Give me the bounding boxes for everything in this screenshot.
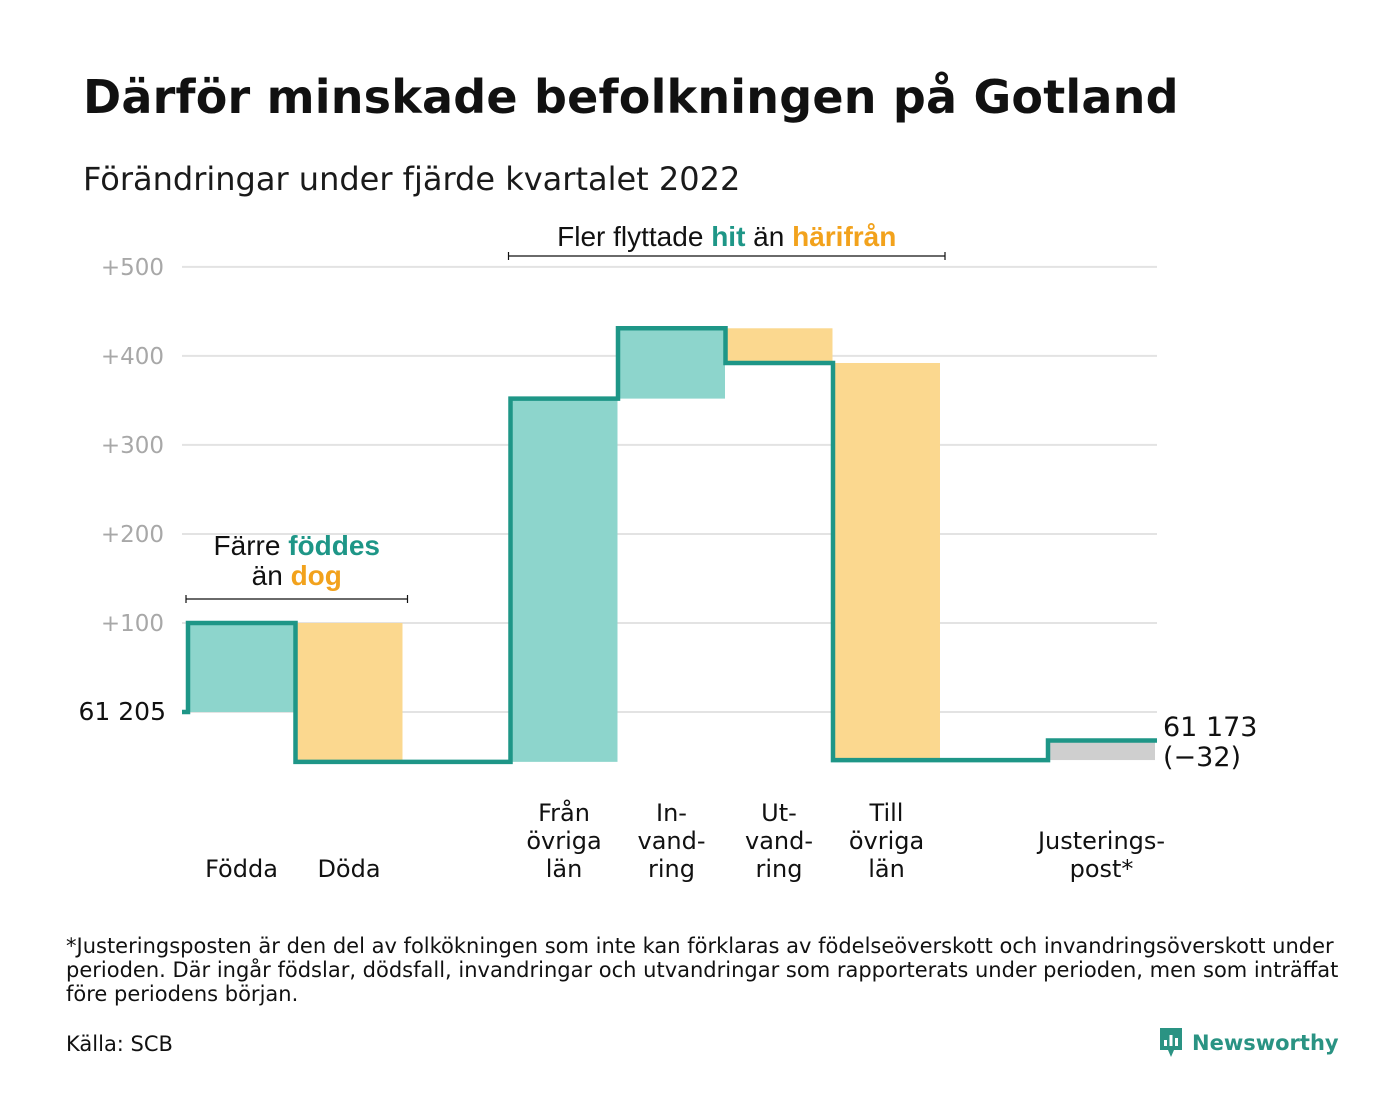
source-note: Källa: SCB [66, 1032, 173, 1056]
y-tick-label: +200 [101, 522, 164, 548]
category-label: Födda [205, 855, 278, 883]
annotation-segment: föddes [288, 530, 380, 561]
category-label: Justerings- [1036, 827, 1165, 855]
category-label: län [546, 855, 583, 883]
bar-döda [295, 622, 403, 762]
category-label: Till [869, 799, 904, 827]
category-label: Från [538, 798, 590, 827]
y-tick-label: +400 [101, 344, 164, 370]
category-label: vand- [745, 827, 813, 855]
category-label: län [868, 855, 905, 883]
brand-name: Newsworthy [1192, 1031, 1339, 1055]
chart-title: Därför minskade befolkningen på Gotland [83, 70, 1179, 124]
bar-födda [188, 622, 295, 712]
y-tick-label: +100 [101, 611, 164, 637]
category-label: ring [648, 855, 695, 883]
bar-justeringspost [1048, 740, 1155, 761]
annotation-segment: än [745, 221, 792, 252]
annotation-segment: än [252, 560, 291, 591]
category-label: post* [1070, 855, 1134, 883]
start-value-label: 61 205 [79, 697, 166, 726]
annotation-text: Färre föddes [214, 530, 380, 561]
category-label: vand- [637, 827, 705, 855]
footnote: *Justeringsposten är den del av folkökni… [66, 934, 1339, 1006]
annotation-text: än dog [252, 560, 342, 591]
brand-logo: Newsworthy [1158, 1026, 1339, 1060]
bar-invandring [618, 328, 725, 399]
annotation-segment: hit [711, 221, 745, 252]
category-label: Döda [317, 855, 380, 883]
bar-utvandring [725, 328, 833, 364]
annotation-segment: härifrån [792, 221, 896, 252]
chart-subtitle: Förändringar under fjärde kvartalet 2022 [83, 160, 741, 198]
step-line [182, 326, 1157, 765]
end-value-label: 61 173 [1163, 712, 1257, 743]
bar-tillövrigalän [833, 363, 940, 761]
annotation-text: Fler flyttade hit än härifrån [557, 221, 896, 252]
category-label: övriga [526, 827, 601, 855]
category-label: In- [656, 799, 687, 827]
y-tick-label: +500 [101, 255, 164, 281]
newsworthy-logo-icon [1160, 1028, 1182, 1057]
annotation-segment: dog [291, 560, 342, 591]
category-label: övriga [849, 827, 924, 855]
category-label: ring [756, 855, 803, 883]
bar-frånövrigalän [510, 398, 618, 762]
annotation-segment: Fler flyttade [557, 221, 711, 252]
waterfall-step-line [182, 326, 1157, 765]
category-label: Ut- [761, 799, 797, 827]
annotation-segment: Färre [214, 530, 289, 561]
y-tick-label: +300 [101, 433, 164, 459]
end-value-label: (−32) [1163, 742, 1241, 773]
bars [188, 328, 1155, 762]
